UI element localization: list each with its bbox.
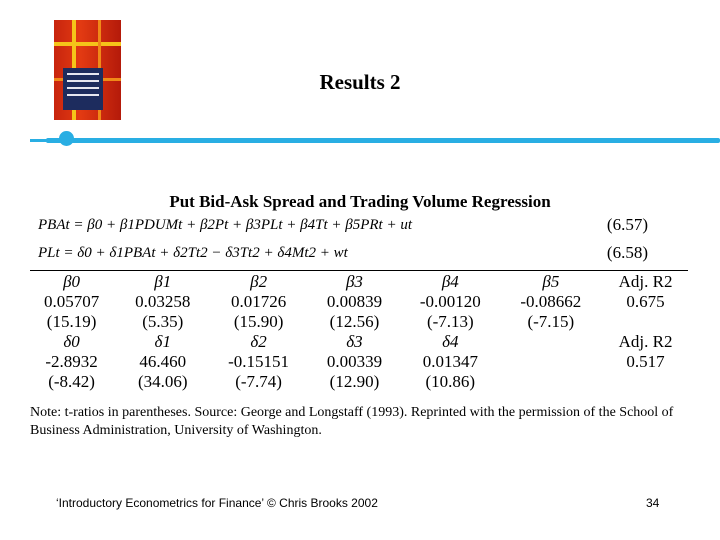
header-cell: δ0 — [63, 332, 80, 351]
title-rule — [46, 138, 720, 143]
table-row: 0.05707 0.03258 0.01726 0.00839 -0.00120… — [26, 292, 690, 312]
tratio-cell: (12.56) — [329, 312, 380, 331]
tratio-cell: (15.90) — [233, 312, 284, 331]
table-row: -2.8932 46.460 -0.15151 0.00339 0.01347 … — [26, 352, 690, 372]
value-cell: 0.01347 — [422, 352, 478, 371]
table-row: β0 β1 β2 β3 β4 β5 Adj. R2 — [26, 272, 690, 292]
table-row: (-8.42) (34.06) (-7.74) (12.90) (10.86) — [26, 372, 690, 392]
value-cell: -0.15151 — [228, 352, 290, 371]
tratio-cell: (-8.42) — [48, 372, 95, 391]
value-cell: 0.05707 — [43, 292, 100, 311]
tratio-cell — [601, 312, 690, 332]
adj-r2-header: Adj. R2 — [618, 332, 673, 351]
title-rule-dot — [59, 131, 74, 146]
header-cell: β5 — [542, 272, 560, 291]
header-cell: β3 — [345, 272, 363, 291]
equation-1: PBAt = β0 + β1PDUMt + β2Pt + β3PLt + β4T… — [38, 215, 648, 234]
tratio-cell: (-7.15) — [527, 312, 575, 331]
tratio-cell: (-7.13) — [426, 312, 474, 331]
tratio-cell: (5.35) — [142, 312, 184, 331]
coefficient-table: β0 β1 β2 β3 β4 β5 Adj. R2 0.05707 0.0325… — [26, 272, 690, 392]
equation-1-text: PBAt = β0 + β1PDUMt + β2Pt + β3PLt + β4T… — [38, 217, 412, 233]
value-cell: 0.01726 — [230, 292, 287, 311]
value-cell: -0.00120 — [419, 292, 481, 311]
cover-title-panel — [63, 68, 103, 110]
equation-2-text: PLt = δ0 + δ1PBAt + δ2Tt2 − δ3Tt2 + δ4Mt… — [38, 245, 348, 261]
tratio-cell — [501, 372, 602, 392]
title-rule-tail — [30, 139, 50, 142]
header-cell: δ1 — [154, 332, 171, 351]
table-note: Note: t-ratios in parentheses. Source: G… — [30, 405, 674, 438]
equation-2-number: (6.58) — [606, 243, 648, 262]
tratio-cell — [601, 372, 690, 392]
value-cell: 0.00339 — [326, 352, 383, 371]
table-row: δ0 δ1 δ2 δ3 δ4 Adj. R2 — [26, 332, 690, 352]
header-cell: δ3 — [346, 332, 363, 351]
tratio-cell: (34.06) — [137, 372, 188, 391]
tratio-cell: (15.19) — [46, 312, 97, 331]
tratio-cell: (10.86) — [425, 372, 476, 391]
slide-title: Results 2 — [319, 70, 401, 94]
header-cell: β4 — [441, 272, 459, 291]
tratio-cell: (-7.74) — [235, 372, 282, 391]
header-cell — [501, 332, 602, 352]
header-cell: δ4 — [442, 332, 459, 351]
adj-r2-header: Adj. R2 — [618, 272, 673, 291]
table-divider — [30, 270, 688, 271]
slide-footer: ‘Introductory Econometrics for Finance’ … — [56, 496, 378, 510]
value-cell: 0.03258 — [135, 292, 191, 311]
header-cell: δ2 — [250, 332, 267, 351]
value-cell: 0.517 — [626, 352, 665, 371]
table-row: (15.19) (5.35) (15.90) (12.56) (-7.13) (… — [26, 312, 690, 332]
header-cell: β0 — [63, 272, 81, 291]
value-cell: 46.460 — [139, 352, 187, 371]
value-cell — [501, 352, 602, 372]
equation-2: PLt = δ0 + δ1PBAt + δ2Tt2 − δ3Tt2 + δ4Mt… — [38, 243, 648, 262]
equation-1-number: (6.57) — [606, 215, 648, 234]
table-title: Put Bid-Ask Spread and Trading Volume Re… — [169, 192, 551, 211]
cover-stripe — [54, 42, 121, 46]
header-cell: β1 — [154, 272, 172, 291]
value-cell: -2.8932 — [45, 352, 98, 371]
book-cover-image — [54, 20, 121, 120]
value-cell: -0.08662 — [520, 292, 582, 311]
page-number: 34 — [646, 496, 660, 510]
value-cell: 0.00839 — [326, 292, 383, 311]
header-cell: β2 — [250, 272, 268, 291]
tratio-cell: (12.90) — [329, 372, 380, 391]
value-cell: 0.675 — [626, 292, 665, 311]
